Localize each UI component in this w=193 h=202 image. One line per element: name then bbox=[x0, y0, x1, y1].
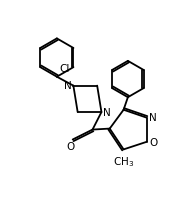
Text: N: N bbox=[103, 108, 111, 118]
Text: CH$_3$: CH$_3$ bbox=[113, 155, 134, 169]
Text: Cl: Cl bbox=[59, 64, 69, 74]
Text: O: O bbox=[67, 142, 75, 152]
Text: O: O bbox=[149, 137, 157, 147]
Text: N: N bbox=[149, 112, 157, 122]
Text: N: N bbox=[64, 81, 71, 91]
